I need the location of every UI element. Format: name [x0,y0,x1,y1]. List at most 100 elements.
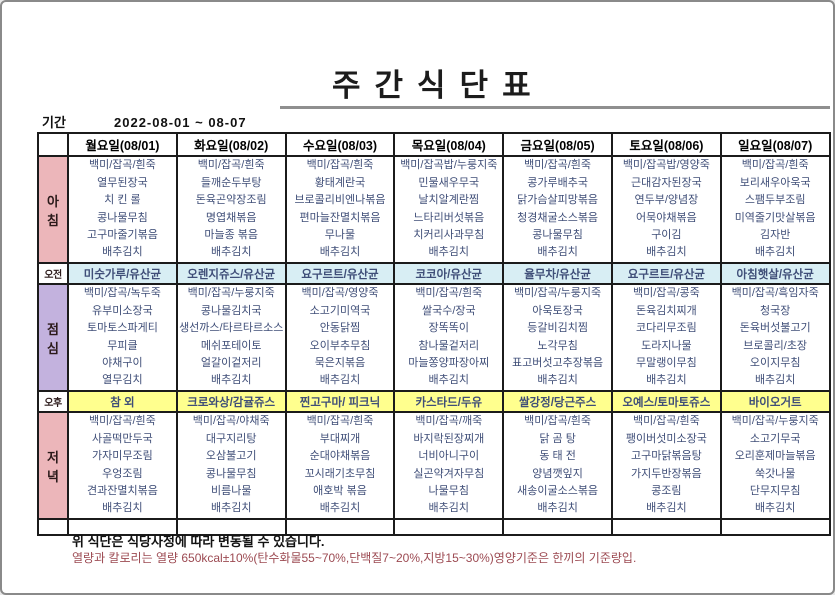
menu-item: 배추김치 [210,502,252,515]
menu-item: 브로콜리비엔나볶음 [294,194,386,207]
lunch-cell-day-4: 백미/잡곡/누룽지죽 아욱토장국 등갈비김치찜 노각무침 표고버섯고추장볶음 배추김치 [502,283,613,392]
menu-item: 백미/잡곡/흑임자죽 [731,287,819,300]
menu-item: 돈육곤약장조림 [195,194,267,207]
menu-item: 근대감자된장국 [630,176,702,189]
dinner-cell-day-6: 백미/잡곡/누룽지죽 소고기무국 오리훈제마늘볶음 쑥갓나물 단무지무침 배추김치 [719,411,831,520]
menu-item: 도라지나물 [641,339,692,352]
menu-item: 실곤약겨자무침 [413,467,485,480]
empty-cell-2 [284,518,396,536]
page-title: 주간식단표 [332,68,545,103]
breakfast-cell-day-3: 백미/잡곡밥/누룽지죽 민물새우무국 날치알계란찜 느타리버섯볶음 치커리사과무침 배추김… [393,155,505,264]
menu-item: 부대찌개 [319,432,361,445]
pm_snack-cell-day-0: 참 외 [67,390,178,413]
day-header-1: 화요일(08/02) [175,132,287,157]
am_snack-cell-day-1: 오렌지쥬스/유산균 [175,262,287,285]
day-header-0: 월요일(08/01) [67,132,178,157]
menu-item: 콩조림 [651,484,682,497]
menu-item: 단무지무침 [749,484,801,497]
menu-item: 우엉조림 [102,467,143,480]
menu-item: 백미/잡곡/흰죽 [197,159,265,172]
period-row: 기간 2022-08-01 ~ 08-07 [42,112,247,131]
breakfast-cell-day-0: 백미/잡곡/흰죽 열무된장국 치 킨 롤 콩나물무침 고구마줄기볶음 배추김치 [67,155,178,264]
menu-item: 백미/잡곡/누룽지죽 [514,287,602,300]
menu-item: 너비아니구이 [418,450,480,463]
menu-item: 생선까스/타르타르소스 [179,322,284,335]
menu-item: 청경채굴소스볶음 [517,211,599,224]
day-header-row: 월요일(08/01) 화요일(08/02) 수요일(08/03) 목요일(08/04)… [37,132,831,157]
menu-item: 닭 곰 탕 [539,432,576,445]
empty-cell-0 [67,518,178,536]
menu-item: 백미/잡곡/깨죽 [415,415,483,428]
menu-item: 배추김치 [646,502,687,515]
pm_snack-cell-day-6: 바이오거트 [719,390,831,413]
menu-item: 치커리사과무침 [413,228,485,241]
menu-item: 백미/잡곡/흰죽 [741,159,809,172]
menu-item: 들깨순두부탕 [200,176,262,189]
menu-item: 보리새우아욱국 [739,176,811,189]
menu-item: 백미/잡곡/녹두죽 [83,287,161,300]
menu-item: 쑥갓나물 [754,467,796,480]
lunch-cell-day-0: 백미/잡곡/녹두죽 유부미소장국 토마토스파게티 무피클 야채구이 열무김치 [67,283,178,392]
menu-item: 표고버섯고추장볶음 [512,356,604,369]
day-header-4: 금요일(08/05) [502,132,613,157]
menu-item: 나물무침 [428,484,470,497]
empty-cell-3 [393,518,505,536]
menu-item: 민물새우무국 [418,176,480,189]
lunch-cell-day-2: 백미/잡곡/영양죽 소고기미역국 안동닭찜 오이부추무침 묵은지볶음 배추김치 [284,283,396,392]
menu-item: 애호박 볶음 [313,484,367,497]
menu-item: 가지두반장볶음 [630,467,702,480]
menu-item: 등갈비김치찜 [527,322,588,335]
empty-cell-6 [719,518,831,536]
menu-item: 노각무침 [537,339,578,352]
row-breakfast: 아 침 백미/잡곡/흰죽 열무된장국 치 킨 롤 콩나물무침 고구마줄기볶음 배추김치 백미/잡… [37,155,831,264]
menu-item: 양념깻잎지 [532,467,583,480]
menu-item: 안동닭찜 [319,322,361,335]
am_snack-cell-day-0: 미숫가루/유산균 [67,262,178,285]
lunch-cell-day-5: 백미/잡곡/콩죽 돈육김치찌개 코다리무조림 도라지나물 무말랭이무침 배추김치 [610,283,722,392]
menu-item: 오이지무침 [749,356,801,369]
menu-item: 대구지리탕 [205,432,257,445]
menu-item: 배추김치 [102,246,143,259]
menu-item: 명엽채볶음 [205,211,257,224]
day-header-3: 목요일(08/04) [393,132,505,157]
menu-item: 유부미소장국 [92,304,153,317]
menu-item: 소고기미역국 [309,304,371,317]
pm_snack-cell-day-4: 쌀강정/당근주스 [502,390,613,413]
footer-notes: 위 식단은 식당사정에 따라 변동될 수 있습니다. 열량과 칼로리는 열량 6… [72,533,636,567]
menu-item: 콩나물김치국 [200,304,262,317]
dinner-cell-day-3: 백미/잡곡/깨죽 바지락된장찌개 너비아니구이 실곤약겨자무침 나물무침 배추김치 [393,411,505,520]
menu-item: 백미/잡곡/콩죽 [632,287,700,300]
day-header-5: 토요일(08/06) [610,132,722,157]
menu-item: 배추김치 [319,374,361,387]
menu-item: 팽이버섯미소장국 [625,432,707,445]
period-label: 기간 [42,115,66,130]
menu-item: 백미/잡곡/누룽지죽 [731,415,819,428]
menu-item: 코다리무조림 [636,322,697,335]
menu-item: 배추김치 [754,246,796,259]
empty-cell-1 [175,518,287,536]
menu-item: 백미/잡곡/흰죽 [524,415,591,428]
menu-table: 월요일(08/01) 화요일(08/02) 수요일(08/03) 목요일(08/04)… [37,132,831,536]
menu-item: 연두부/양념장 [634,194,699,207]
menu-item: 가자미무조림 [92,450,153,463]
lunch-cell-day-3: 백미/잡곡/흰죽 쌀국수/장국 장똑똑이 참나물겉저리 마늘쫑양파장아찌 배추김치 [393,283,505,392]
am_snack-cell-day-3: 코코아/유산균 [393,262,505,285]
menu-item: 사골떡만두국 [92,432,153,445]
menu-item: 오리훈제마늘볶음 [734,450,816,463]
menu-item: 돈육김치찌개 [636,304,697,317]
menu-item: 바지락된장찌개 [413,432,485,445]
menu-item: 어묵야채볶음 [636,211,697,224]
menu-item: 고구마닭볶음탕 [630,450,702,463]
menu-item: 스팸두부조림 [744,194,806,207]
menu-item: 배추김치 [428,374,470,387]
am_snack-cell-day-5: 요구르트/유산균 [610,262,722,285]
menu-item: 백미/잡곡밥/누룽지죽 [400,159,498,172]
period-value: 2022-08-01 ~ 08-07 [114,115,247,130]
empty-bottom-row [37,518,831,536]
breakfast-cell-day-2: 백미/잡곡/흰죽 황태계란국 브로콜리비엔나볶음 편마늘잔멸치볶음 무나물 배추김치 [284,155,396,264]
menu-item: 배추김치 [102,502,143,515]
menu-item: 꼬시래기초무침 [304,467,376,480]
